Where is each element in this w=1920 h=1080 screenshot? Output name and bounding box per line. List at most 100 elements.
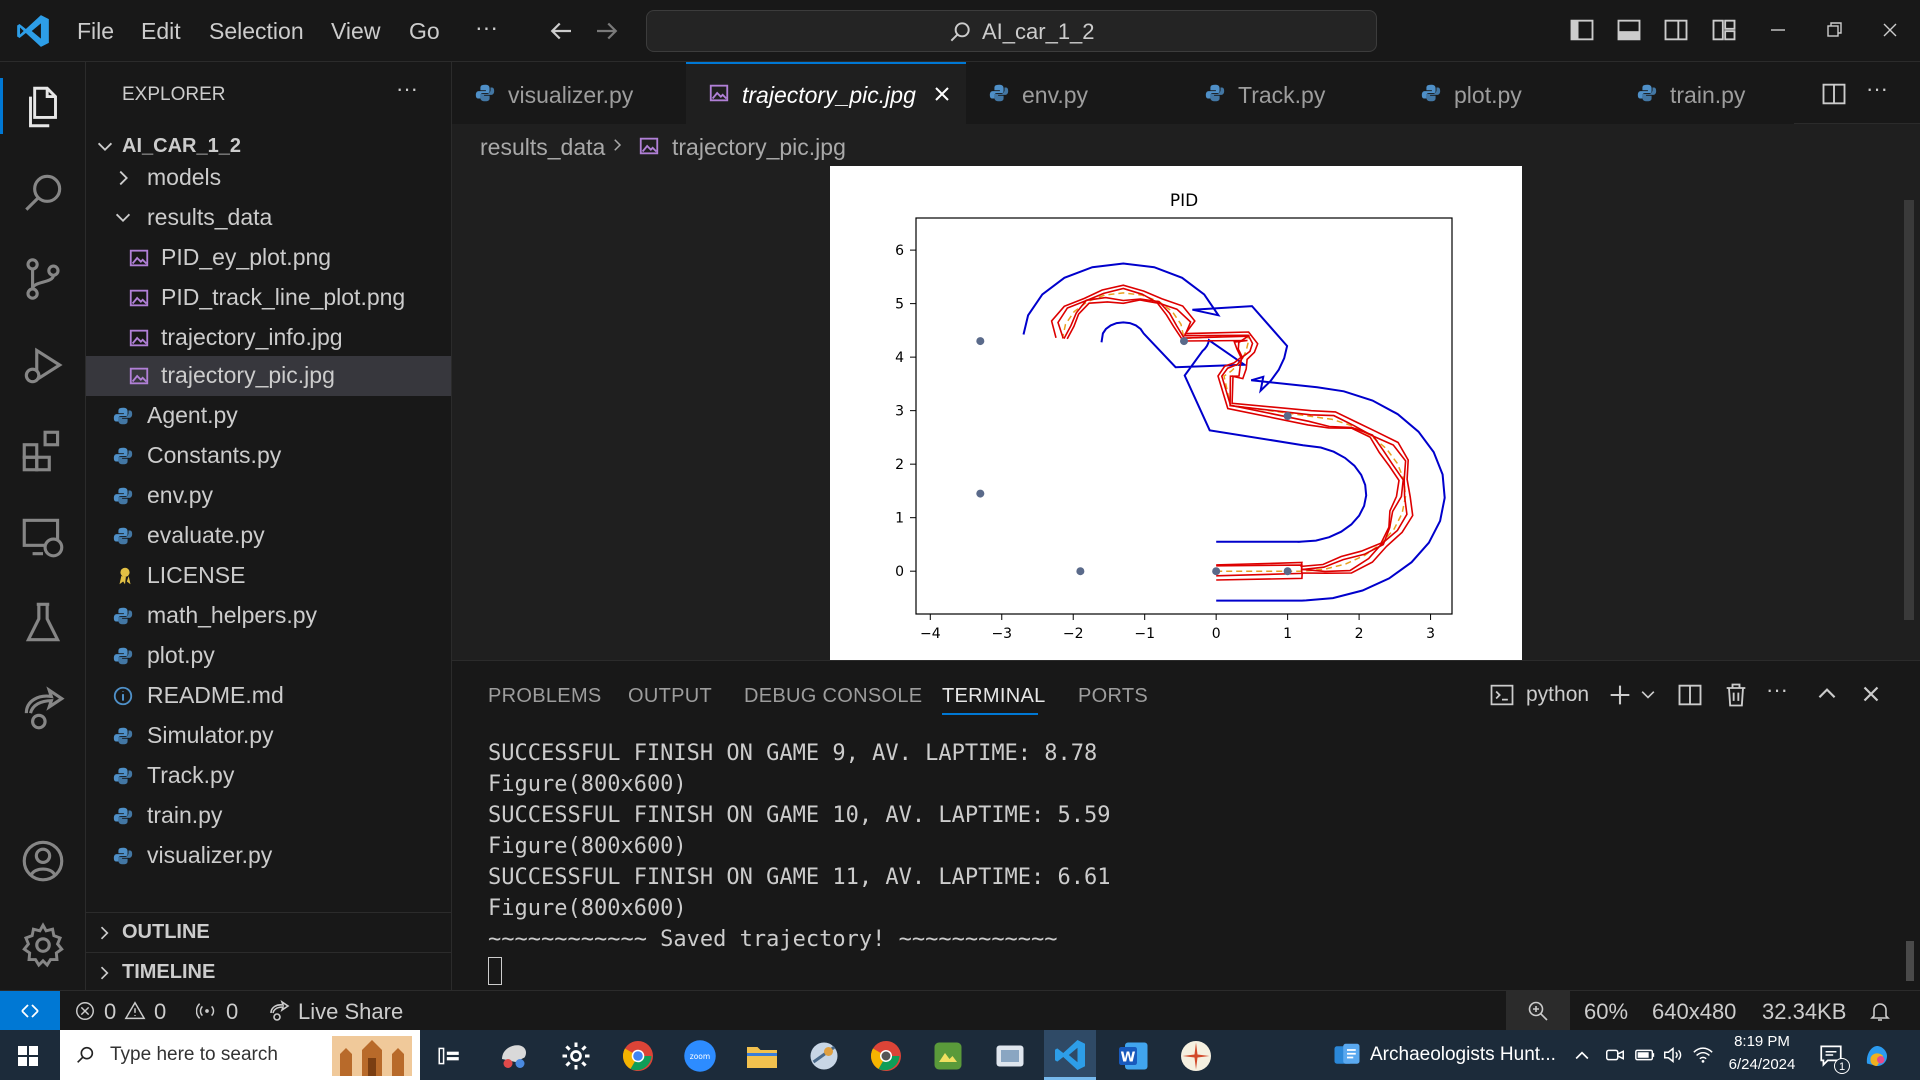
chrome-icon[interactable] [620,1038,656,1074]
toggle-secondary-sidebar-icon[interactable] [1662,16,1690,44]
taskbar-app-icon[interactable] [930,1038,966,1074]
menu-edit[interactable]: Edit [141,18,181,44]
windows-start-icon[interactable] [16,1044,40,1068]
remote-explorer-icon[interactable] [18,512,68,562]
panel-tab-debug-console[interactable]: DEBUG CONSOLE [744,685,923,707]
notifications-bell-icon[interactable] [1868,999,1892,1023]
restore-window-icon[interactable] [1822,18,1846,42]
tree-item-simulator[interactable]: Simulator.py [86,716,451,756]
panel-more-actions-button[interactable]: ··· [1766,677,1788,702]
tab-train[interactable]: train.py [1614,62,1794,124]
warning-count[interactable]: 0 [154,999,167,1024]
trash-icon[interactable] [1722,681,1750,709]
zoom-app-icon[interactable]: zoom [682,1038,718,1074]
menu-more-button[interactable]: ··· [475,14,498,40]
tree-item-track[interactable]: Track.py [86,756,451,796]
tree-item-env[interactable]: env.py [86,476,451,516]
taskbar-app-icon[interactable] [496,1038,532,1074]
copilot-icon[interactable] [1862,1041,1892,1071]
new-terminal-plus-icon[interactable] [1606,681,1634,709]
tab-visualizer[interactable]: visualizer.py [452,62,687,124]
file-explorer-icon[interactable] [744,1038,780,1074]
panel-tab-output[interactable]: OUTPUT [628,685,713,707]
notification-center-icon[interactable] [1818,1042,1844,1068]
live-share-icon[interactable] [18,684,68,734]
panel-tab-ports[interactable]: PORTS [1078,685,1149,707]
minimize-window-icon[interactable] [1766,18,1790,42]
explorer-more-button[interactable]: ··· [396,76,418,101]
live-share-icon[interactable] [266,999,292,1023]
explorer-icon[interactable] [18,82,68,132]
error-count[interactable]: 0 [104,999,117,1024]
word-icon[interactable]: W [1116,1038,1152,1074]
editor-more-actions-button[interactable]: ··· [1866,76,1888,101]
command-center-search[interactable]: AI_car_1_2 [646,10,1377,52]
taskbar-app-icon[interactable] [992,1038,1028,1074]
run-debug-icon[interactable] [18,340,68,390]
back-arrow-icon[interactable] [546,16,576,46]
battery-icon[interactable] [1634,1044,1656,1066]
tree-item-license[interactable]: LICENSE [86,556,451,596]
news-widget-icon[interactable] [1332,1040,1362,1070]
taskbar-clock-time[interactable]: 8:19 PM [1734,1033,1790,1050]
forward-arrow-icon[interactable] [592,16,622,46]
tab-plot[interactable]: plot.py [1398,62,1615,124]
tree-item-plot[interactable]: plot.py [86,636,451,676]
taskbar-app-icon[interactable] [806,1038,842,1074]
menu-file[interactable]: File [77,18,115,44]
source-control-icon[interactable] [18,254,68,304]
outline-section-header[interactable]: OUTLINE [86,912,451,950]
tree-item-models[interactable]: models [86,158,451,198]
error-icon[interactable] [74,1000,96,1022]
timeline-section-header[interactable]: TIMELINE [86,952,451,990]
ports-broadcast-icon[interactable] [196,1000,218,1022]
news-widget-headline[interactable]: Archaeologists Hunt... [1370,1044,1556,1065]
volume-icon[interactable] [1662,1044,1684,1066]
menu-view[interactable]: View [331,18,381,44]
zoom-level[interactable]: 60% [1584,999,1629,1024]
tab-track[interactable]: Track.py [1182,62,1399,124]
split-terminal-icon[interactable] [1676,681,1704,709]
tree-item-constants[interactable]: Constants.py [86,436,451,476]
tree-item-evaluate[interactable]: evaluate.py [86,516,451,556]
close-tab-icon[interactable] [930,82,954,106]
customize-layout-icon[interactable] [1710,16,1738,44]
breadcrumb-file[interactable]: trajectory_pic.jpg [672,134,846,160]
tree-item-trajectory-info[interactable]: trajectory_info.jpg [86,318,451,358]
tree-item-visualizer[interactable]: visualizer.py [86,836,451,876]
tree-item-train[interactable]: train.py [86,796,451,836]
maximize-panel-chevron-up-icon[interactable] [1814,681,1840,707]
toggle-primary-sidebar-icon[interactable] [1568,16,1596,44]
chevron-up-icon[interactable] [1572,1046,1592,1066]
ports-count[interactable]: 0 [226,999,239,1024]
workspace-root[interactable]: AI_CAR_1_2 [86,126,451,166]
tab-trajectory-pic[interactable]: trajectory_pic.jpg [686,62,967,126]
tree-item-agent[interactable]: Agent.py [86,396,451,436]
close-window-icon[interactable] [1878,18,1902,42]
terminal-scrollbar-thumb[interactable] [1906,941,1914,981]
vscode-logo-icon[interactable] [14,12,52,50]
menu-go[interactable]: Go [409,18,440,44]
taskbar-clock-date[interactable]: 6/24/2024 [1728,1056,1796,1073]
panel-tab-problems[interactable]: PROBLEMS [488,685,602,707]
breadcrumb-folder[interactable]: results_data [480,134,606,160]
tree-item-pid-ey-plot[interactable]: PID_ey_plot.png [86,238,451,278]
close-panel-icon[interactable] [1858,681,1884,707]
accounts-icon[interactable] [18,836,68,886]
settings-gear-icon[interactable] [558,1038,594,1074]
tree-item-results-data[interactable]: results_data [86,198,451,238]
vscode-taskbar-icon[interactable] [1044,1030,1096,1080]
testing-flask-icon[interactable] [18,598,68,648]
chrome-profile-icon[interactable] [868,1038,904,1074]
tree-item-trajectory-pic[interactable]: trajectory_pic.jpg [86,356,451,396]
meet-now-camera-icon[interactable] [1604,1044,1626,1066]
taskbar-app-icon[interactable] [1178,1038,1214,1074]
editor-scrollbar[interactable] [1902,176,1916,646]
task-view-icon[interactable] [436,1043,462,1069]
tree-item-math-helpers[interactable]: math_helpers.py [86,596,451,636]
taskbar-search-box[interactable]: Type here to search [60,1030,420,1080]
remote-indicator[interactable] [0,991,60,1030]
search-icon[interactable] [18,168,68,218]
split-editor-icon[interactable] [1820,80,1848,108]
toggle-panel-icon[interactable] [1615,16,1643,44]
